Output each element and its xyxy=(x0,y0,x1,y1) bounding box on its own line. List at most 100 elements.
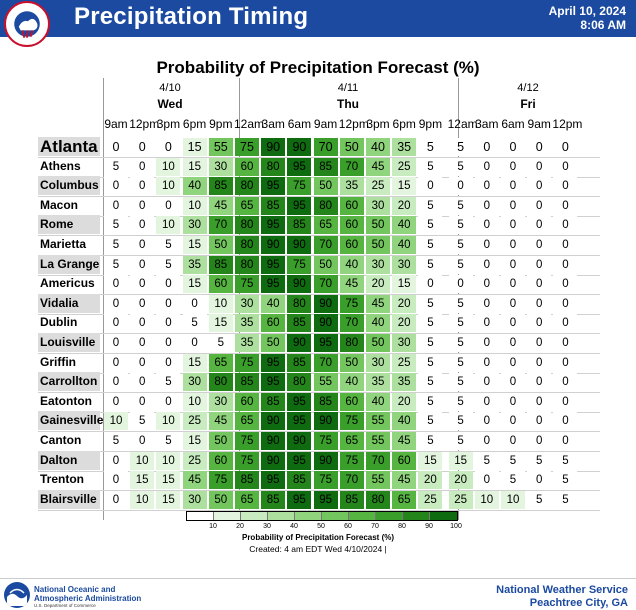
pop-cell: 0 xyxy=(474,255,499,274)
row-divider xyxy=(38,470,600,472)
pop-cell: 0 xyxy=(474,138,499,156)
pop-cell: 0 xyxy=(553,353,578,372)
pop-cell: 40 xyxy=(366,392,390,411)
pop-cell: 55 xyxy=(366,471,390,490)
hour-label: 12pm xyxy=(338,117,369,131)
pop-cell: 75 xyxy=(235,138,259,156)
pop-cell: 80 xyxy=(208,373,233,392)
pop-cell: 85 xyxy=(261,392,286,411)
pop-cell: 0 xyxy=(527,432,552,450)
pop-cell: 10 xyxy=(474,490,499,509)
issue-datetime: April 10, 2024 8:06 AM xyxy=(549,4,626,32)
pop-cell: 5 xyxy=(448,255,473,274)
pop-cell: 5 xyxy=(474,451,499,470)
colorbar-segment xyxy=(376,512,403,520)
pop-cell: 0 xyxy=(527,196,552,215)
pop-cell: 5 xyxy=(418,373,443,392)
pop-cell: 0 xyxy=(182,334,207,352)
pop-cell: 35 xyxy=(366,373,390,392)
pop-cell: 5 xyxy=(448,138,473,156)
pop-cell: 40 xyxy=(366,314,390,333)
pop-cell: 45 xyxy=(208,412,233,431)
pop-cell: 90 xyxy=(261,432,286,450)
nws-line-1: National Weather Service xyxy=(496,584,628,596)
pop-cell: 5 xyxy=(418,294,443,313)
row-divider xyxy=(38,509,600,511)
pop-cell: 0 xyxy=(501,255,525,274)
pop-cell: 0 xyxy=(553,236,578,254)
pop-cell: 95 xyxy=(287,412,312,431)
pop-cell: 75 xyxy=(208,471,233,490)
pop-cell: 5 xyxy=(418,412,443,431)
pop-cell: 80 xyxy=(366,490,390,509)
pop-cell: 20 xyxy=(392,294,417,313)
pop-cell: 80 xyxy=(313,196,338,215)
hour-label: 12pm xyxy=(552,117,583,131)
pop-cell: 5 xyxy=(448,216,473,235)
pop-cell: 50 xyxy=(366,236,390,254)
row-divider xyxy=(38,392,600,394)
pop-cell: 85 xyxy=(261,196,286,215)
pop-cell: 90 xyxy=(313,294,338,313)
pop-cell: 10 xyxy=(130,490,155,509)
pop-cell: 90 xyxy=(313,314,338,333)
pop-cell: 55 xyxy=(366,412,390,431)
pop-cell: 10 xyxy=(208,294,233,313)
colorbar-tick: 90 xyxy=(425,523,433,530)
pop-cell: 40 xyxy=(392,412,417,431)
city-label: Athens xyxy=(40,158,81,173)
pop-cell: 35 xyxy=(182,255,207,274)
pop-cell: 85 xyxy=(235,471,259,490)
pop-cell: 0 xyxy=(156,334,181,352)
pop-cell: 40 xyxy=(339,373,364,392)
pop-cell: 35 xyxy=(339,177,364,196)
pop-cell: 0 xyxy=(130,138,155,156)
pop-cell: 0 xyxy=(501,392,525,411)
pop-cell: 75 xyxy=(235,451,259,470)
pop-cell: 50 xyxy=(208,432,233,450)
pop-cell: 20 xyxy=(392,196,417,215)
colorbar-tick: 40 xyxy=(290,523,298,530)
pop-cell: 70 xyxy=(339,314,364,333)
pop-cell: 55 xyxy=(208,138,233,156)
pop-cell: 0 xyxy=(156,392,181,411)
pop-cell: 5 xyxy=(418,314,443,333)
pop-cell: 5 xyxy=(501,471,525,490)
pop-cell: 0 xyxy=(474,392,499,411)
row-divider xyxy=(38,176,600,178)
day-divider xyxy=(103,78,104,520)
pop-cell: 75 xyxy=(235,275,259,294)
pop-cell: 5 xyxy=(527,451,552,470)
pop-cell: 5 xyxy=(156,255,181,274)
pop-cell: 0 xyxy=(474,236,499,254)
pop-cell: 5 xyxy=(418,353,443,372)
pop-cell: 0 xyxy=(130,157,155,176)
pop-cell: 60 xyxy=(235,157,259,176)
pop-cell: 75 xyxy=(339,294,364,313)
pop-cell: 5 xyxy=(104,216,128,235)
pop-cell: 40 xyxy=(182,177,207,196)
pop-cell: 30 xyxy=(366,196,390,215)
row-divider xyxy=(38,372,600,374)
pop-cell: 0 xyxy=(527,353,552,372)
pop-cell: 45 xyxy=(366,157,390,176)
pop-cell: 10 xyxy=(104,412,128,431)
header-bar: Precipitation Timing April 10, 2024 8:06… xyxy=(0,0,636,47)
pop-cell: 50 xyxy=(366,334,390,352)
colorbar-tick: 20 xyxy=(236,523,244,530)
pop-cell: 45 xyxy=(208,196,233,215)
pop-cell: 85 xyxy=(261,490,286,509)
pop-cell: 90 xyxy=(287,236,312,254)
pop-cell: 15 xyxy=(392,177,417,196)
colorbar xyxy=(186,511,458,521)
pop-cell: 85 xyxy=(313,157,338,176)
pop-cell: 65 xyxy=(392,490,417,509)
pop-cell: 15 xyxy=(208,314,233,333)
pop-cell: 0 xyxy=(553,177,578,196)
pop-cell: 5 xyxy=(448,334,473,352)
day-name: Thu xyxy=(337,97,359,111)
pop-cell: 80 xyxy=(261,157,286,176)
pop-cell: 60 xyxy=(261,314,286,333)
pop-cell: 30 xyxy=(235,294,259,313)
pop-cell: 5 xyxy=(418,255,443,274)
